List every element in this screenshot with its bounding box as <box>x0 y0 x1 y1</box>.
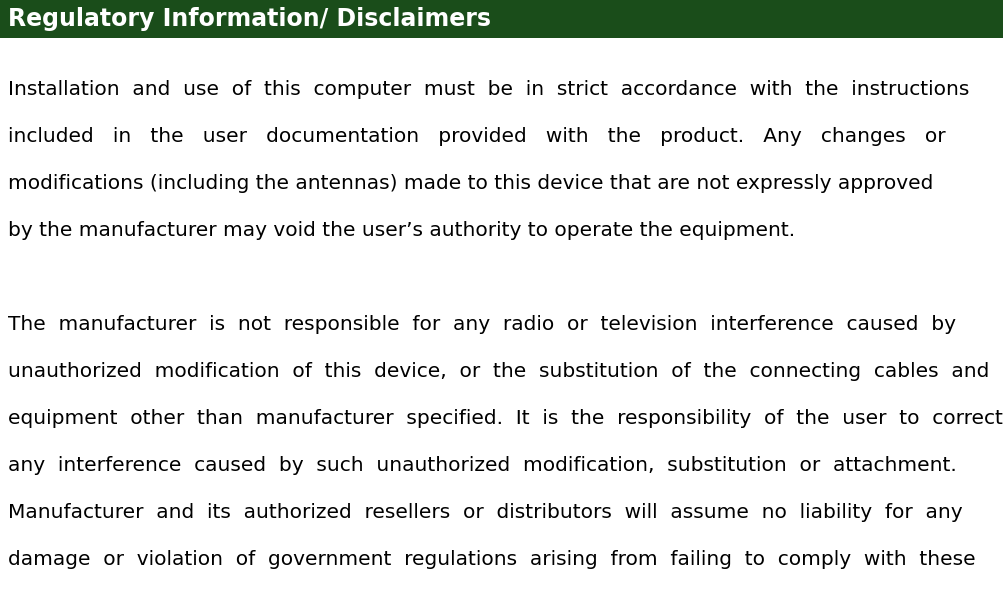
Text: Manufacturer  and  its  authorized  resellers  or  distributors  will  assume  n: Manufacturer and its authorized reseller… <box>8 503 962 522</box>
Text: damage  or  violation  of  government  regulations  arising  from  failing  to  : damage or violation of government regula… <box>8 550 975 569</box>
Text: equipment  other  than  manufacturer  specified.  It  is  the  responsibility  o: equipment other than manufacturer specif… <box>8 409 1002 428</box>
Text: by the manufacturer may void the user’s authority to operate the equipment.: by the manufacturer may void the user’s … <box>8 221 794 240</box>
Text: included   in   the   user   documentation   provided   with   the   product.   : included in the user documentation provi… <box>8 127 945 146</box>
Text: Regulatory Information/ Disclaimers: Regulatory Information/ Disclaimers <box>8 7 490 31</box>
Bar <box>0 0 1003 38</box>
Text: Installation  and  use  of  this  computer  must  be  in  strict  accordance  wi: Installation and use of this computer mu… <box>8 80 969 99</box>
Text: modifications (including the antennas) made to this device that are not expressl: modifications (including the antennas) m… <box>8 174 933 193</box>
Text: unauthorized  modification  of  this  device,  or  the  substitution  of  the  c: unauthorized modification of this device… <box>8 362 988 381</box>
Text: any  interference  caused  by  such  unauthorized  modification,  substitution  : any interference caused by such unauthor… <box>8 456 956 475</box>
Text: The  manufacturer  is  not  responsible  for  any  radio  or  television  interf: The manufacturer is not responsible for … <box>8 315 955 334</box>
